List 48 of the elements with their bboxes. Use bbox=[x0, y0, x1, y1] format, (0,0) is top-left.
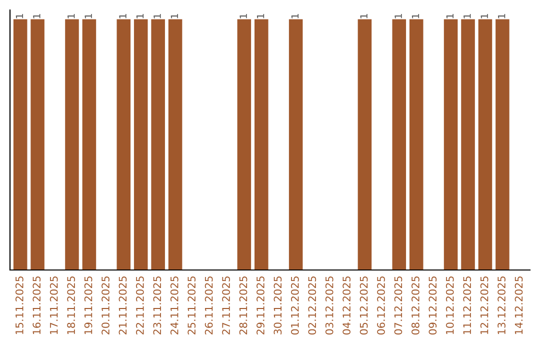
x-tick-label: 02.12.2025 bbox=[308, 276, 316, 335]
x-tick-label: 28.11.2025 bbox=[239, 276, 248, 334]
x-tick-label: 06.12.2025 bbox=[377, 276, 385, 335]
x-tick-label: 13.12.2025 bbox=[498, 276, 506, 334]
x-tick-label: 19.11.2025 bbox=[84, 276, 92, 334]
x-tick-label: 08.12.2025 bbox=[412, 276, 420, 335]
data-label: 1 bbox=[464, 14, 471, 18]
x-tick-label: 04.12.2025 bbox=[342, 276, 351, 335]
data-label: 1 bbox=[446, 14, 454, 18]
x-tick-label: 24.11.2025 bbox=[170, 276, 178, 334]
x-tick-label: 22.11.2025 bbox=[136, 276, 144, 334]
data-label: 1 bbox=[84, 14, 92, 18]
x-tick-label: 05.12.2025 bbox=[360, 276, 368, 335]
x-tick-label: 12.12.2025 bbox=[480, 276, 488, 334]
data-label: 1 bbox=[412, 14, 420, 18]
data-label: 1 bbox=[119, 14, 126, 18]
x-tick-label: 09.12.2025 bbox=[428, 276, 437, 335]
data-label: 1 bbox=[16, 14, 24, 18]
data-label: 1 bbox=[394, 14, 402, 18]
x-tick-label: 14.12.2025 bbox=[514, 276, 523, 334]
x-tick-label: 17.11.2025 bbox=[50, 276, 58, 334]
x-tick-label: 21.11.2025 bbox=[118, 276, 127, 334]
data-label: 1 bbox=[291, 14, 299, 18]
x-tick-label: 27.11.2025 bbox=[222, 276, 230, 334]
x-tick-label: 23.11.2025 bbox=[153, 276, 162, 334]
x-tick-label: 20.11.2025 bbox=[102, 276, 110, 334]
x-tick-label: 18.11.2025 bbox=[67, 276, 76, 334]
x-tick-label: 11.12.2025 bbox=[463, 276, 472, 334]
x-tick-label: 16.11.2025 bbox=[32, 276, 41, 334]
data-label: 1 bbox=[170, 14, 178, 18]
data-label: 1 bbox=[136, 14, 144, 18]
x-tick-label: 25.11.2025 bbox=[188, 276, 196, 334]
x-tick-label: 26.11.2025 bbox=[204, 276, 213, 334]
data-label: 1 bbox=[154, 14, 161, 18]
x-tick-label: 30.11.2025 bbox=[274, 276, 282, 334]
data-label: 1 bbox=[33, 14, 40, 18]
x-tick-label: 07.12.2025 bbox=[394, 276, 402, 335]
x-tick-label: 01.12.2025 bbox=[290, 276, 299, 335]
data-label: 1 bbox=[256, 14, 264, 18]
x-tick-label: 29.11.2025 bbox=[256, 276, 264, 334]
data-label: 1 bbox=[240, 14, 247, 18]
data-label: 1 bbox=[480, 14, 488, 18]
x-tick-label: 03.12.2025 bbox=[325, 276, 334, 335]
x-tick-label: 15.11.2025 bbox=[15, 276, 24, 334]
data-label: 1 bbox=[68, 14, 75, 18]
data-label: 1 bbox=[360, 14, 368, 18]
x-tick-label: 10.12.2025 bbox=[446, 276, 454, 334]
data-label: 1 bbox=[498, 14, 506, 18]
